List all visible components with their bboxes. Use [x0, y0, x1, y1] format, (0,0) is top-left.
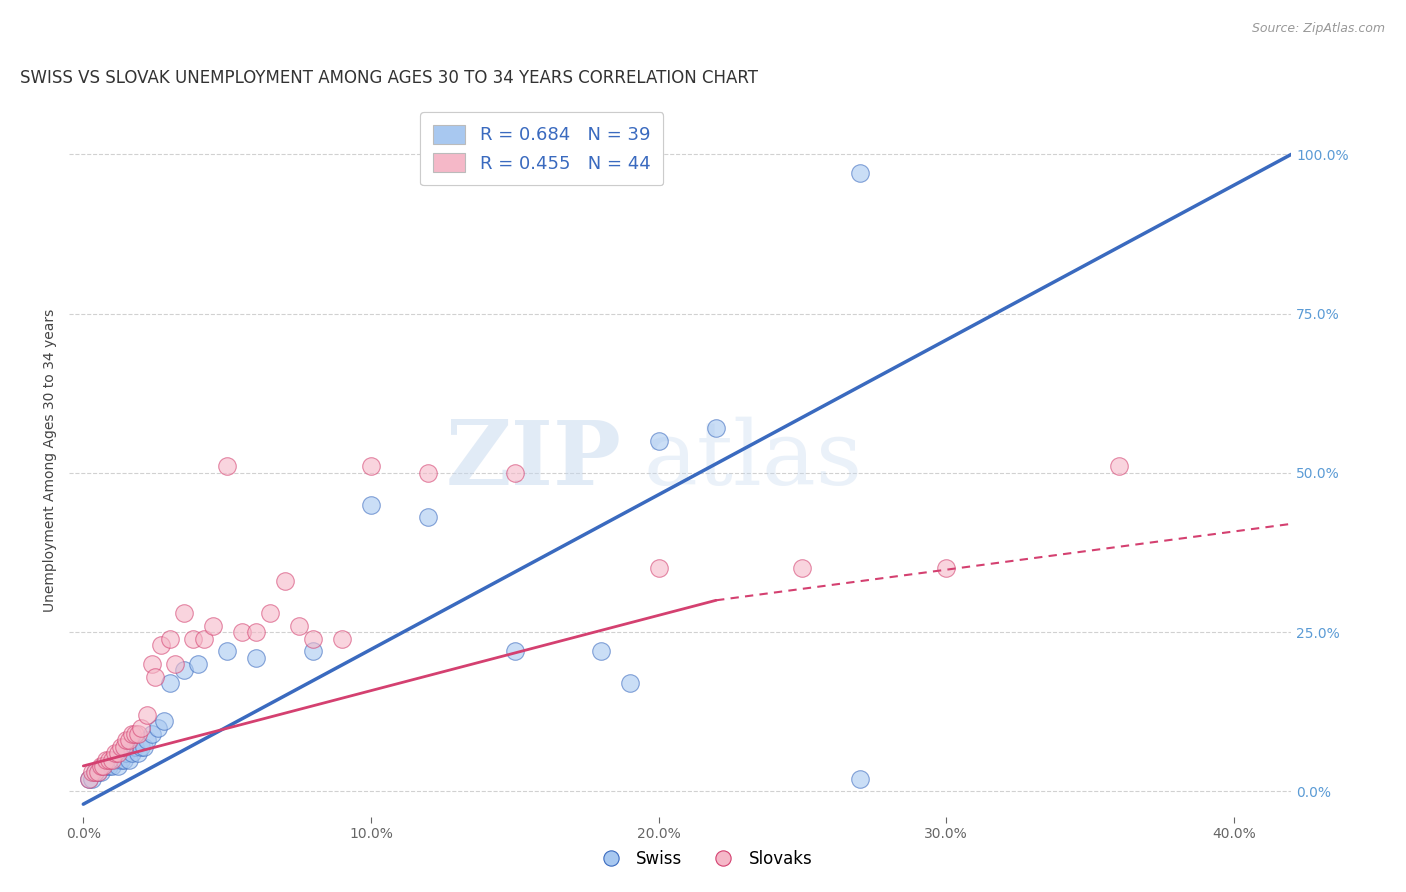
Point [153, 714, 176, 729]
Text: Source: ZipAtlas.com: Source: ZipAtlas.com [1251, 22, 1385, 36]
Point [647, 434, 669, 448]
Point [115, 746, 138, 760]
Point [792, 561, 814, 575]
Point [86, 765, 108, 780]
Point [98, 759, 121, 773]
Point [647, 561, 669, 575]
Point [104, 746, 127, 760]
Point [110, 739, 132, 754]
Point [121, 746, 143, 760]
Point [83, 765, 105, 780]
Point [360, 498, 382, 512]
Point [124, 727, 146, 741]
Point [273, 574, 295, 589]
Point [503, 644, 526, 658]
Point [93, 759, 115, 773]
Point [107, 746, 129, 760]
Point [110, 753, 132, 767]
Point [589, 644, 612, 658]
Point [98, 753, 121, 767]
Point [217, 459, 239, 474]
Point [193, 632, 215, 646]
Point [112, 739, 135, 754]
Point [129, 721, 152, 735]
Point [118, 753, 141, 767]
Point [146, 721, 169, 735]
Point [302, 632, 325, 646]
Point [245, 650, 267, 665]
Point [104, 753, 127, 767]
Point [96, 753, 118, 767]
Point [935, 561, 957, 575]
Point [90, 765, 112, 780]
Point [135, 733, 157, 747]
Point [503, 466, 526, 480]
Point [173, 606, 195, 620]
Point [330, 632, 353, 646]
Point [83, 765, 105, 780]
Legend: Swiss, Slovaks: Swiss, Slovaks [588, 844, 818, 875]
Point [127, 746, 149, 760]
Legend: R = 0.684   N = 39, R = 0.455   N = 44: R = 0.684 N = 39, R = 0.455 N = 44 [420, 112, 664, 186]
Y-axis label: Unemployment Among Ages 30 to 34 years: Unemployment Among Ages 30 to 34 years [44, 309, 58, 612]
Point [418, 466, 440, 480]
Point [1108, 459, 1130, 474]
Point [201, 619, 224, 633]
Point [132, 739, 155, 754]
Point [143, 670, 166, 684]
Point [849, 772, 872, 786]
Point [107, 759, 129, 773]
Point [418, 510, 440, 524]
Point [181, 632, 204, 646]
Point [217, 644, 239, 658]
Point [90, 759, 112, 773]
Point [704, 421, 727, 435]
Point [121, 727, 143, 741]
Point [849, 166, 872, 180]
Point [159, 676, 181, 690]
Point [619, 676, 641, 690]
Point [127, 727, 149, 741]
Text: SWISS VS SLOVAK UNEMPLOYMENT AMONG AGES 30 TO 34 YEARS CORRELATION CHART: SWISS VS SLOVAK UNEMPLOYMENT AMONG AGES … [20, 69, 758, 87]
Point [135, 708, 157, 723]
Point [245, 625, 267, 640]
Point [187, 657, 209, 671]
Point [129, 739, 152, 754]
Point [101, 753, 124, 767]
Point [149, 638, 172, 652]
Point [141, 727, 163, 741]
Point [302, 644, 325, 658]
Point [86, 765, 108, 780]
Point [118, 733, 141, 747]
Point [77, 772, 100, 786]
Point [112, 753, 135, 767]
Point [124, 739, 146, 754]
Point [141, 657, 163, 671]
Text: atlas: atlas [644, 417, 863, 504]
Point [77, 772, 100, 786]
Point [360, 459, 382, 474]
Point [288, 619, 311, 633]
Point [101, 759, 124, 773]
Point [93, 759, 115, 773]
Point [259, 606, 281, 620]
Point [159, 632, 181, 646]
Text: ZIP: ZIP [446, 417, 621, 504]
Point [165, 657, 187, 671]
Point [231, 625, 253, 640]
Point [115, 733, 138, 747]
Point [80, 772, 103, 786]
Point [96, 759, 118, 773]
Point [173, 664, 195, 678]
Point [80, 765, 103, 780]
